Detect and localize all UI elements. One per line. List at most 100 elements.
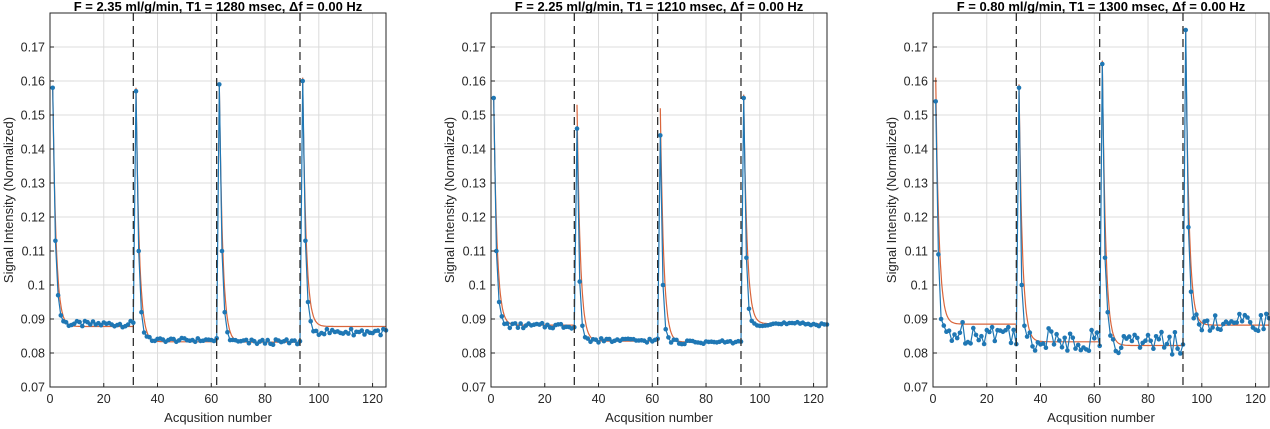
data-point: [117, 321, 123, 327]
y-tick-label: 0.13: [21, 177, 45, 191]
data-point: [987, 329, 992, 335]
data-point: [1006, 324, 1011, 330]
data-point: [243, 337, 249, 343]
data-point: [744, 255, 749, 261]
data-point: [1191, 315, 1196, 321]
x-tick-label: 80: [699, 392, 713, 406]
data-point: [973, 332, 979, 338]
data-point: [1016, 85, 1022, 91]
data-point: [1003, 327, 1008, 333]
data-point: [515, 325, 521, 331]
y-tick-label: 0.17: [462, 41, 486, 55]
data-point: [375, 328, 381, 333]
y-tick-label: 0.1: [911, 279, 928, 293]
data-point: [1070, 335, 1076, 341]
data-point: [1143, 338, 1148, 344]
y-tick-label: 0.15: [21, 109, 45, 123]
x-tick-label: 20: [980, 392, 994, 406]
y-tick-label: 0.12: [904, 211, 928, 225]
data-point: [1186, 224, 1191, 230]
data-point: [359, 328, 365, 333]
data-point: [1030, 344, 1035, 349]
x-tick-label: 0: [47, 392, 54, 406]
x-tick-label: 80: [258, 392, 272, 406]
data-point: [1135, 335, 1140, 341]
data-point: [225, 329, 230, 335]
data-point: [558, 321, 564, 327]
axes-box: [932, 12, 1270, 388]
data-point: [125, 322, 131, 327]
data-point: [1100, 61, 1105, 67]
data-point: [131, 320, 136, 326]
data-point: [53, 238, 58, 244]
data-point: [957, 330, 963, 336]
y-tick-label: 0.12: [21, 211, 45, 225]
y-tick-label: 0.09: [904, 313, 928, 327]
data-point: [1051, 342, 1057, 347]
data-point: [580, 323, 585, 329]
y-tick-label: 0.11: [22, 245, 45, 259]
data-point: [1175, 346, 1180, 351]
data-point: [1008, 340, 1014, 346]
data-point: [270, 342, 276, 348]
data-point: [80, 323, 85, 329]
data-point: [949, 338, 955, 344]
y-tick-label: 0.13: [462, 177, 486, 191]
data-point: [1159, 329, 1164, 335]
data-point: [1054, 331, 1059, 337]
data-point: [741, 95, 746, 101]
data-point: [1234, 320, 1239, 325]
chart-panel-1: 0 20 40 60 80 100 120 0.07 0.08 0.09 0.1 0.11 0.12 0.…: [1, 0, 389, 425]
data-point: [674, 337, 679, 343]
y-tick-label: 0.07: [904, 381, 928, 395]
x-tick-label: 100: [1191, 392, 1212, 406]
data-point: [58, 313, 64, 318]
data-point: [658, 133, 663, 138]
data-point: [1258, 313, 1264, 318]
chart-panel-3: 0 20 40 60 80 100 120 0.07 0.08 0.09 0.1 0.11 0.12 0.…: [884, 0, 1270, 425]
y-tick-label: 0.12: [462, 211, 486, 225]
y-tick-label: 0.14: [21, 143, 45, 157]
x-tick-label: 120: [803, 392, 824, 406]
data-point: [133, 88, 139, 94]
data-point: [1239, 318, 1245, 324]
x-tick-label: 40: [151, 392, 165, 406]
data-point: [1046, 326, 1051, 331]
data-point: [1092, 336, 1097, 341]
y-tick-label: 0.15: [904, 109, 928, 123]
y-tick-label: 0.11: [463, 245, 486, 259]
data-point: [512, 321, 518, 326]
data-point: [1212, 313, 1218, 318]
data-point: [1129, 338, 1135, 344]
data-point: [1148, 338, 1153, 344]
data-point: [1049, 329, 1054, 334]
data-point: [1145, 332, 1151, 338]
data-point: [1169, 352, 1175, 357]
y-axis-label: Signal Intensity (Normalized): [1, 117, 16, 283]
x-tick-label: 40: [592, 392, 606, 406]
data-point: [351, 332, 357, 338]
data-point: [1110, 337, 1116, 342]
x-tick-label: 60: [645, 392, 659, 406]
data-point: [324, 326, 330, 332]
data-point: [1194, 312, 1199, 317]
data-point: [222, 309, 227, 315]
data-point: [1089, 327, 1094, 333]
data-point: [1151, 346, 1156, 352]
data-point: [219, 248, 225, 254]
chart-title: F = 2.35 ml/g/min, T1 = 1280 msec, Δf = …: [74, 0, 363, 14]
data-point: [136, 248, 141, 254]
data-point: [1199, 327, 1205, 333]
data-point: [305, 299, 311, 305]
y-tick-label: 0.16: [462, 75, 486, 89]
data-point: [1073, 346, 1078, 351]
y-tick-label: 0.17: [21, 41, 45, 55]
data-point: [1153, 334, 1159, 339]
x-tick-label: 0: [488, 392, 495, 406]
data-point: [992, 338, 998, 344]
x-tick-label: 20: [538, 392, 552, 406]
data-point: [539, 320, 545, 326]
data-point: [1043, 345, 1049, 351]
data-point: [746, 306, 752, 312]
data-point: [346, 331, 351, 336]
